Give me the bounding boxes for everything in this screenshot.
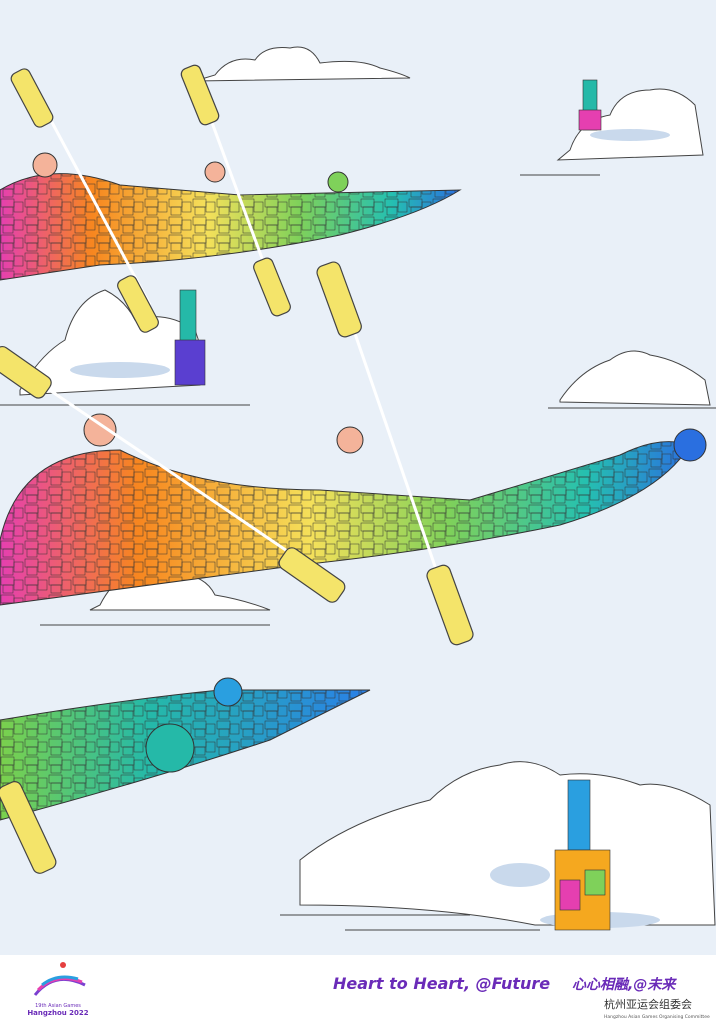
logo-line1: 19th Asian Games: [35, 1003, 81, 1009]
boat-top: [0, 152, 462, 281]
logo-line2: Hangzhou 2022: [27, 1009, 88, 1017]
boat-bottom: [0, 677, 371, 821]
logo: 19th Asian Games Hangzhou 2022: [27, 962, 89, 1017]
org-en: Hangzhou Asian Games Organising Committe…: [604, 1014, 710, 1020]
clouds: [19, 46, 716, 926]
boat-middle: [0, 413, 707, 606]
water-lines: [0, 174, 716, 931]
org-cn: 杭州亚运会组委会: [604, 997, 692, 1011]
pagodas: [174, 79, 611, 931]
slogan-cn: 心心相融,@未来: [572, 976, 677, 993]
oars: [0, 64, 474, 874]
slogan-en: Heart to Heart, @Future: [333, 974, 550, 993]
